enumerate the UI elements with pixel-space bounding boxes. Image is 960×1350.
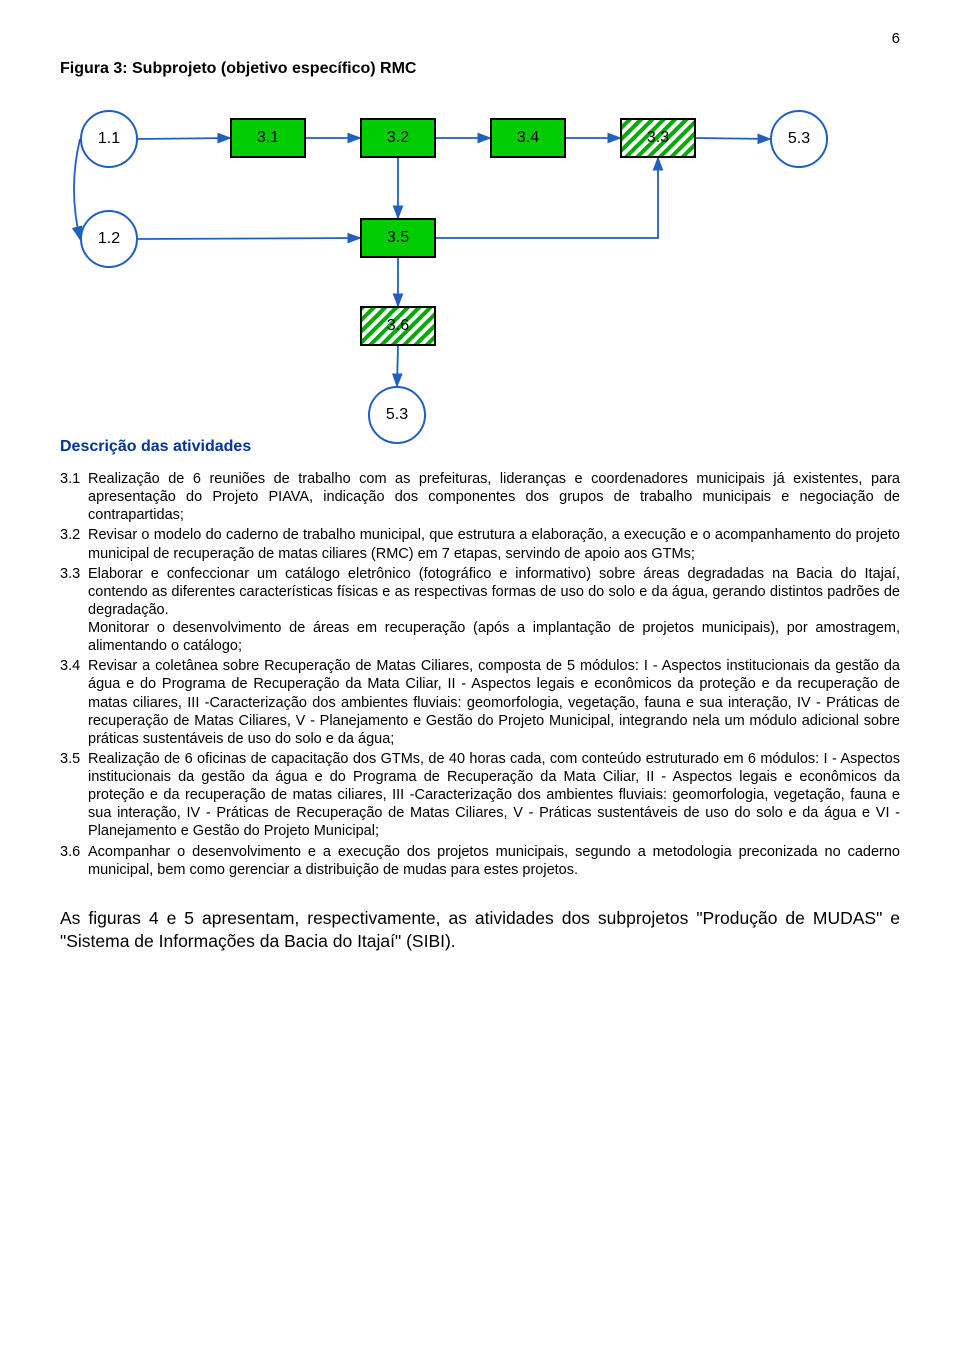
diagram-node-n31: 3.1 [230,118,306,158]
page-number: 6 [892,30,900,47]
activity-item: 3.6Acompanhar o desenvolvimento e a exec… [60,843,900,879]
activity-line: Elaborar e confeccionar um catálogo elet… [88,565,900,619]
diagram-edge [74,139,80,239]
node-label: 3.2 [387,129,409,147]
diagram-node-n11: 1.1 [80,110,138,168]
activity-item: 3.3Elaborar e confeccionar um catálogo e… [60,565,900,656]
activity-line: Acompanhar o desenvolvimento e a execuçã… [88,843,900,879]
node-label: 3.1 [257,129,279,147]
activity-line: Realização de 6 oficinas de capacitação … [88,750,900,841]
activity-text: Revisar a coletânea sobre Recuperação de… [88,657,900,748]
flow-diagram: 1.13.13.23.43.35.31.23.53.65.3 [60,98,900,418]
diagram-node-n36: 3.6 [360,306,436,346]
activity-line: Revisar o modelo do caderno de trabalho … [88,526,900,562]
node-label: 3.3 [647,129,669,147]
activity-line: Monitorar o desenvolvimento de áreas em … [88,619,900,655]
activity-item: 3.1Realização de 6 reuniões de trabalho … [60,470,900,524]
activity-marker: 3.6 [60,843,88,879]
activity-text: Elaborar e confeccionar um catálogo elet… [88,565,900,656]
node-label: 3.6 [387,317,409,335]
diagram-node-n32: 3.2 [360,118,436,158]
activity-text: Realização de 6 oficinas de capacitação … [88,750,900,841]
activity-text: Revisar o modelo do caderno de trabalho … [88,526,900,562]
node-label: 5.3 [386,406,408,424]
node-label: 1.1 [98,130,120,148]
node-label: 3.4 [517,129,539,147]
node-label: 3.5 [387,229,409,247]
activity-marker: 3.2 [60,526,88,562]
activity-marker: 3.5 [60,750,88,841]
activity-line: Realização de 6 reuniões de trabalho com… [88,470,900,524]
diagram-node-n53a: 5.3 [770,110,828,168]
activity-text: Realização de 6 reuniões de trabalho com… [88,470,900,524]
activity-marker: 3.1 [60,470,88,524]
diagram-edge [436,158,658,238]
diagram-node-n33: 3.3 [620,118,696,158]
activity-list: 3.1Realização de 6 reuniões de trabalho … [60,470,900,879]
activity-text: Acompanhar o desenvolvimento e a execuçã… [88,843,900,879]
diagram-edge [138,238,360,239]
diagram-node-n34: 3.4 [490,118,566,158]
diagram-node-n35: 3.5 [360,218,436,258]
section-heading: Descrição das atividades [60,438,900,456]
activity-marker: 3.4 [60,657,88,748]
activity-marker: 3.3 [60,565,88,656]
diagram-edge [696,138,770,139]
node-label: 5.3 [788,130,810,148]
diagram-edge [138,138,230,139]
diagram-node-n53b: 5.3 [368,386,426,444]
node-label: 1.2 [98,230,120,248]
activity-item: 3.2Revisar o modelo do caderno de trabal… [60,526,900,562]
activity-line: Revisar a coletânea sobre Recuperação de… [88,657,900,748]
diagram-edge [397,346,398,386]
activity-item: 3.4Revisar a coletânea sobre Recuperação… [60,657,900,748]
diagram-node-n12: 1.2 [80,210,138,268]
footer-paragraph: As figuras 4 e 5 apresentam, respectivam… [60,907,900,953]
activity-item: 3.5Realização de 6 oficinas de capacitaç… [60,750,900,841]
figure-title: Figura 3: Subprojeto (objetivo específic… [60,60,900,78]
